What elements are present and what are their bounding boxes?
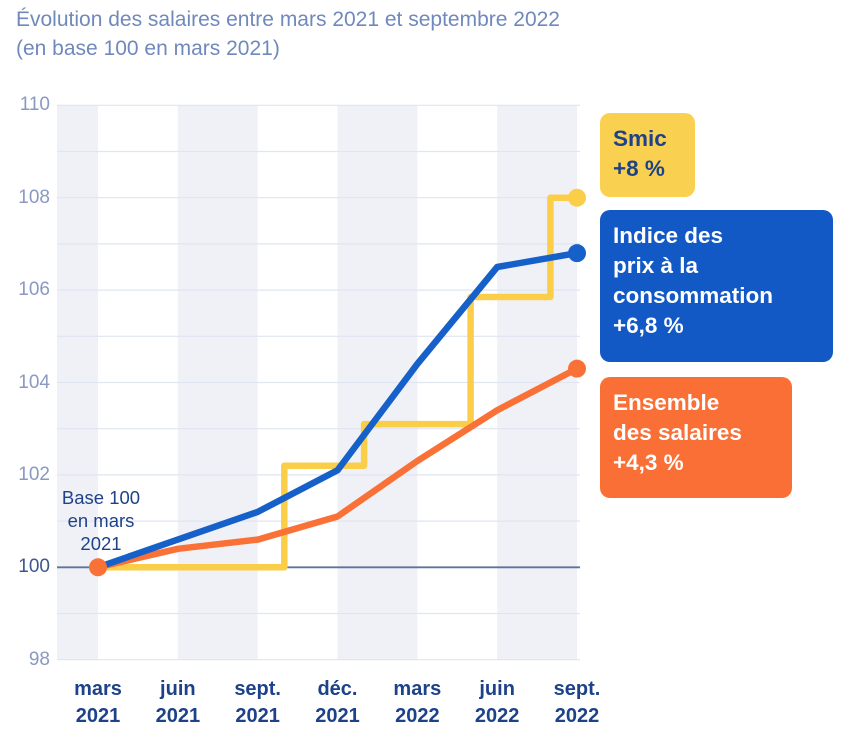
x-tick-mars-2022: mars 2022 xyxy=(393,678,442,727)
y-tick-106: 106 xyxy=(18,279,50,301)
legend-smic-label: Smic +8 % xyxy=(613,126,667,181)
x-tick-sept-2021: sept. 2021 xyxy=(234,678,281,727)
y-tick-108: 108 xyxy=(18,186,50,208)
chart-title-line2: (en base 100 en mars 2021) xyxy=(16,37,280,60)
chart-title-line1: Évolution des salaires entre mars 2021 e… xyxy=(16,8,560,31)
legend-consumer-price-index: Indice des prix à la consommation +6,8 % xyxy=(600,210,833,362)
x-tick-mars-2021: mars 2021 xyxy=(74,678,122,727)
series-dot-indice-des-prix-la-consommation xyxy=(567,244,586,263)
legend-smic: Smic +8 % xyxy=(600,113,695,197)
series-dot-smic xyxy=(567,188,586,207)
series-line-ensemble-des-salaires xyxy=(94,365,581,571)
series-line-indice-des-prix-la-consommation xyxy=(94,249,581,571)
y-tick-110: 110 xyxy=(19,94,50,116)
series-line-smic xyxy=(94,194,581,571)
legend-consumer-price-index-label: Indice des prix à la consommation +6,8 % xyxy=(613,223,774,338)
x-tick-juin-2022: juin 2022 xyxy=(474,678,520,727)
baseline-annotation-line3: 2021 xyxy=(80,533,122,554)
baseline-annotation-line2: en mars xyxy=(67,510,135,531)
series-dot-ensemble-des-salaires xyxy=(89,558,107,577)
baseline-annotation-line1: Base 100 xyxy=(61,487,141,508)
y-tick-100: 100 xyxy=(18,556,50,578)
x-tick-sept-2022: sept. 2022 xyxy=(553,678,601,727)
series-dot-ensemble-des-salaires xyxy=(567,359,586,378)
x-tick-juin-2021: juin 2021 xyxy=(155,678,201,727)
legend-all-salaries: Ensemble des salaires +4,3 % xyxy=(600,377,792,498)
x-tick-déc-2021: déc. 2021 xyxy=(315,678,360,727)
y-tick-102: 102 xyxy=(18,463,50,485)
y-tick-98: 98 xyxy=(28,648,50,670)
baseline-annotation: Base 100 en mars 2021 xyxy=(54,486,148,555)
y-tick-104: 104 xyxy=(18,371,50,393)
chart-title: Évolution des salaires entre mars 2021 e… xyxy=(16,5,560,63)
legend-all-salaries-label: Ensemble des salaires +4,3 % xyxy=(613,390,742,475)
